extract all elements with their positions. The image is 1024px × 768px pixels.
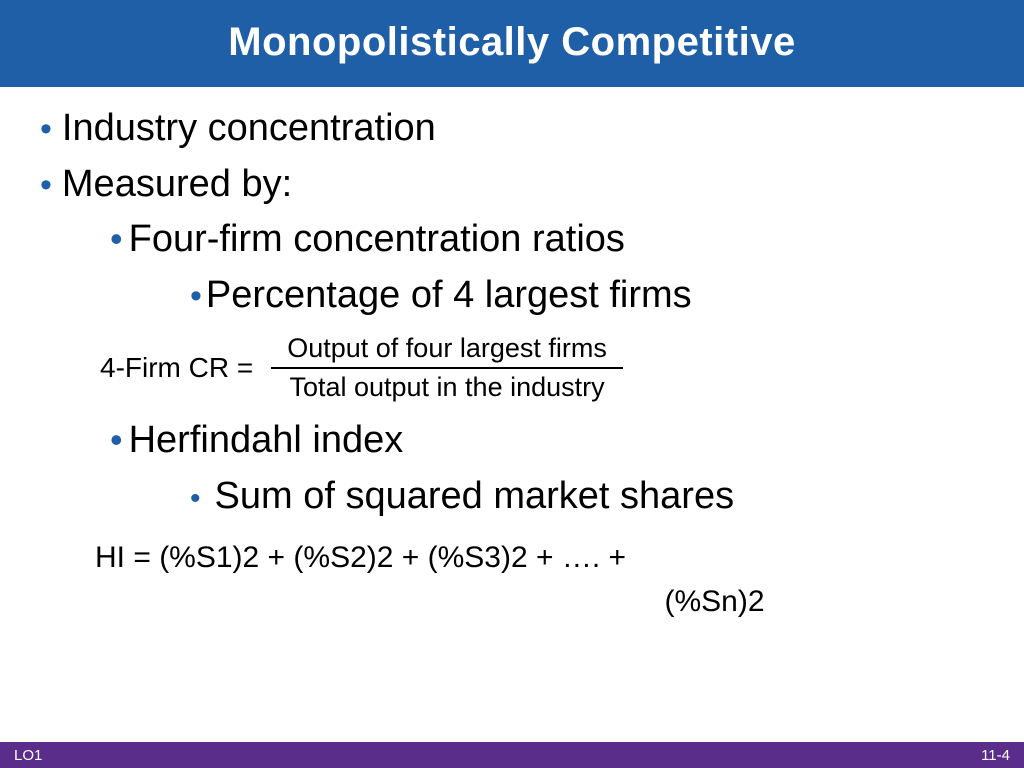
formula-four-firm-cr: 4-Firm CR = Output of four largest firms… bbox=[100, 333, 994, 403]
bullet-level1: • Industry concentration bbox=[40, 105, 994, 153]
bullet-icon: • bbox=[110, 422, 123, 458]
slide-title: Monopolistically Competitive bbox=[0, 0, 1024, 87]
bullet-text: Percentage of 4 largest firms bbox=[206, 272, 692, 320]
slide-content: • Industry concentration • Measured by: … bbox=[0, 87, 1024, 623]
footer-left: LO1 bbox=[14, 747, 42, 764]
bullet-level2: • Herfindahl index bbox=[110, 417, 994, 465]
formula-herfindahl-index: HI = (%S1)2 + (%S2)2 + (%S3)2 + …. + (%S… bbox=[95, 536, 994, 623]
bullet-icon: • bbox=[190, 484, 201, 514]
fraction-numerator: Output of four largest firms bbox=[271, 333, 623, 369]
bullet-level3: • Sum of squared market shares bbox=[190, 473, 994, 521]
footer-right: 11-4 bbox=[981, 747, 1010, 764]
bullet-icon: • bbox=[40, 168, 52, 202]
bullet-text: Industry concentration bbox=[62, 105, 436, 153]
bullet-icon: • bbox=[190, 279, 202, 313]
bullet-text: Four-firm concentration ratios bbox=[129, 216, 625, 264]
formula-line: (%Sn)2 bbox=[95, 580, 994, 624]
fraction: Output of four largest firms Total outpu… bbox=[271, 333, 623, 403]
bullet-icon: • bbox=[40, 112, 52, 146]
bullet-text: Herfindahl index bbox=[129, 417, 404, 465]
formula-line: HI = (%S1)2 + (%S2)2 + (%S3)2 + …. + bbox=[95, 536, 994, 580]
fraction-denominator: Total output in the industry bbox=[273, 369, 620, 403]
bullet-level1: • Measured by: bbox=[40, 161, 994, 209]
bullet-text: Measured by: bbox=[62, 161, 292, 209]
bullet-text: Sum of squared market shares bbox=[215, 473, 735, 521]
slide-footer: LO1 11-4 bbox=[0, 742, 1024, 768]
bullet-level2: • Four-firm concentration ratios bbox=[110, 216, 994, 264]
formula-label: 4-Firm CR = bbox=[100, 352, 253, 384]
bullet-icon: • bbox=[110, 221, 123, 257]
bullet-level3: • Percentage of 4 largest firms bbox=[190, 272, 994, 320]
